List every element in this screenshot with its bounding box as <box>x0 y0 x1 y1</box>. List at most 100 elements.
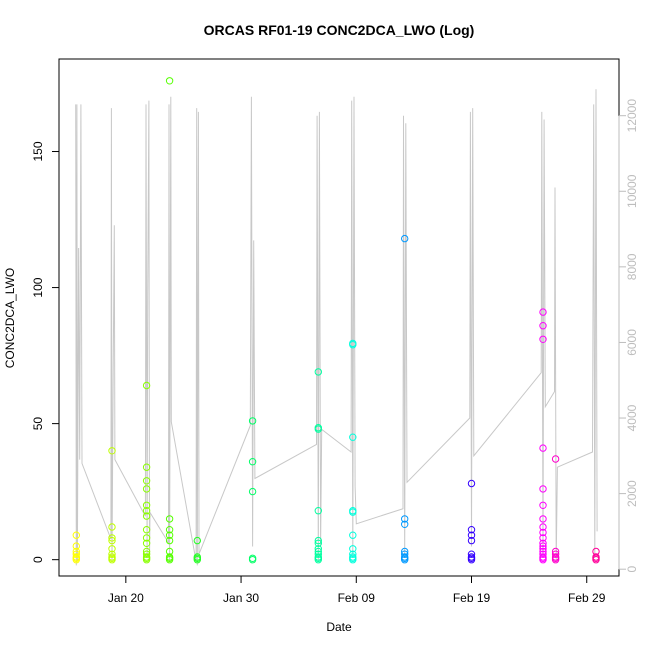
data-point-rf03-13 <box>142 463 151 471</box>
data-point-rf08-2 <box>349 553 357 561</box>
data-point-rf01-2 <box>72 553 81 561</box>
y2-tick-label-0: 0 <box>625 566 639 573</box>
data-point-rf04-6 <box>165 526 174 534</box>
data-point-rf07-5 <box>314 545 322 553</box>
data-point-rf13-3 <box>592 547 600 556</box>
data-point-rf07-2 <box>314 553 322 561</box>
data-point-rf10-7 <box>467 479 476 488</box>
data-point-rf04-8 <box>165 77 174 85</box>
y-tick-label-0: 0 <box>31 556 45 563</box>
data-point-rf11-13 <box>539 485 547 493</box>
data-point-rf11-8 <box>539 534 547 542</box>
data-point-rf05-3 <box>193 536 202 545</box>
data-point-rf09-3 <box>401 550 409 558</box>
data-point-rf01-6 <box>72 531 81 539</box>
data-point-rf08-4 <box>349 545 357 553</box>
y-axis-label: CONC2DCA_LWO <box>3 268 17 368</box>
data-point-rf07-4 <box>314 547 322 556</box>
data-point-rf03-2 <box>142 553 151 561</box>
data-point-rf01-3 <box>72 550 81 558</box>
data-point-rf11-12 <box>539 501 547 509</box>
data-point-rf12-4 <box>551 547 560 556</box>
data-point-rf05-2 <box>193 553 202 561</box>
data-point-rf11-9 <box>539 528 547 537</box>
data-point-rf07-11 <box>314 368 322 376</box>
y-tick-label-3: 150 <box>31 141 45 161</box>
x-axis: Jan 20 Jan 30 Feb 09 Feb 19 Feb 29 <box>108 575 606 605</box>
data-point-rf03-7 <box>142 526 151 534</box>
data-point-rf07-3 <box>314 550 322 558</box>
plot-frame <box>58 58 620 577</box>
data-point-rf09-7 <box>401 234 409 243</box>
data-point-rf07-10 <box>314 424 322 432</box>
data-point-rf03-11 <box>142 485 151 493</box>
data-point-rf10-3 <box>467 550 476 558</box>
y2-tick-label-4: 8000 <box>625 253 639 280</box>
data-point-rf10-6 <box>467 526 476 534</box>
data-point-rf13-2 <box>592 553 600 561</box>
data-point-rf03-5 <box>142 539 151 547</box>
secondary-series-line <box>75 89 598 566</box>
y-axis-left: 0 50 100 150 <box>31 141 60 563</box>
x-axis-label: Date <box>326 620 352 634</box>
data-point-rf07-7 <box>314 536 322 545</box>
data-point-rf02-2 <box>108 553 116 561</box>
data-point-rf04-7 <box>165 515 174 523</box>
data-point-rf08-7 <box>349 507 357 515</box>
data-point-rf02-4 <box>108 545 116 553</box>
data-point-rf08-5 <box>349 531 357 539</box>
data-point-rf11-15 <box>539 335 547 343</box>
data-point-rf12-3 <box>551 550 560 558</box>
data-point-rf10-2 <box>467 553 476 561</box>
data-point-rf12-2 <box>551 553 560 561</box>
data-point-rf11-10 <box>539 523 547 531</box>
data-point-rf06-4 <box>248 417 257 425</box>
data-point-rf11-16 <box>539 322 547 330</box>
y-tick-label-2: 100 <box>31 277 45 297</box>
data-point-rf03-6 <box>142 534 151 542</box>
scatter-points-layer <box>72 77 600 564</box>
data-point-rf03-4 <box>142 547 151 556</box>
data-point-rf08-10 <box>349 339 357 348</box>
y2-tick-label-2: 4000 <box>625 404 639 431</box>
x-tick-label-2: Feb 09 <box>338 591 376 605</box>
chart-title: ORCAS RF01-19 CONC2DCA_LWO (Log) <box>204 22 475 38</box>
data-point-rf03-12 <box>142 477 151 485</box>
data-point-rf07-8 <box>314 507 322 515</box>
data-point-rf02-3 <box>108 550 116 558</box>
data-point-rf02-7 <box>108 523 116 531</box>
data-point-rf09-2 <box>401 553 409 561</box>
secondary-series-layer <box>75 89 598 566</box>
data-point-rf04-2 <box>165 553 174 561</box>
data-point-rf12-5 <box>551 455 560 463</box>
x-tick-label-1: Jan 30 <box>223 591 259 605</box>
data-point-rf04-3 <box>165 547 174 556</box>
data-point-rf10-4 <box>467 536 476 545</box>
y2-tick-label-3: 6000 <box>625 329 639 356</box>
data-point-rf04-5 <box>165 531 174 539</box>
data-point-rf07-6 <box>314 539 322 547</box>
y2-tick-label-5: 10000 <box>625 174 639 208</box>
data-point-rf01-4 <box>72 547 81 556</box>
data-point-rf06-2 <box>248 487 257 496</box>
x-tick-label-4: Feb 29 <box>568 591 606 605</box>
x-tick-label-0: Jan 20 <box>108 591 144 605</box>
data-point-rf08-8 <box>349 433 357 441</box>
y2-tick-label-6: 12000 <box>625 99 639 133</box>
data-point-rf11-14 <box>539 444 547 452</box>
data-point-rf04-4 <box>165 536 174 545</box>
data-point-rf11-2 <box>539 553 547 561</box>
data-point-rf09-4 <box>401 547 409 556</box>
data-point-rf11-17 <box>539 308 547 316</box>
data-point-rf03-14 <box>142 381 151 390</box>
data-point-rf06-3 <box>248 458 257 466</box>
data-point-rf06-1 <box>248 554 257 562</box>
data-point-rf11-11 <box>539 515 547 523</box>
data-point-rf03-3 <box>142 550 151 558</box>
data-point-rf09-5 <box>401 520 409 528</box>
data-point-rf02-8 <box>108 447 116 455</box>
data-point-rf11-4 <box>539 547 547 556</box>
y-tick-label-1: 50 <box>31 417 45 431</box>
y2-tick-label-1: 2000 <box>625 480 639 507</box>
